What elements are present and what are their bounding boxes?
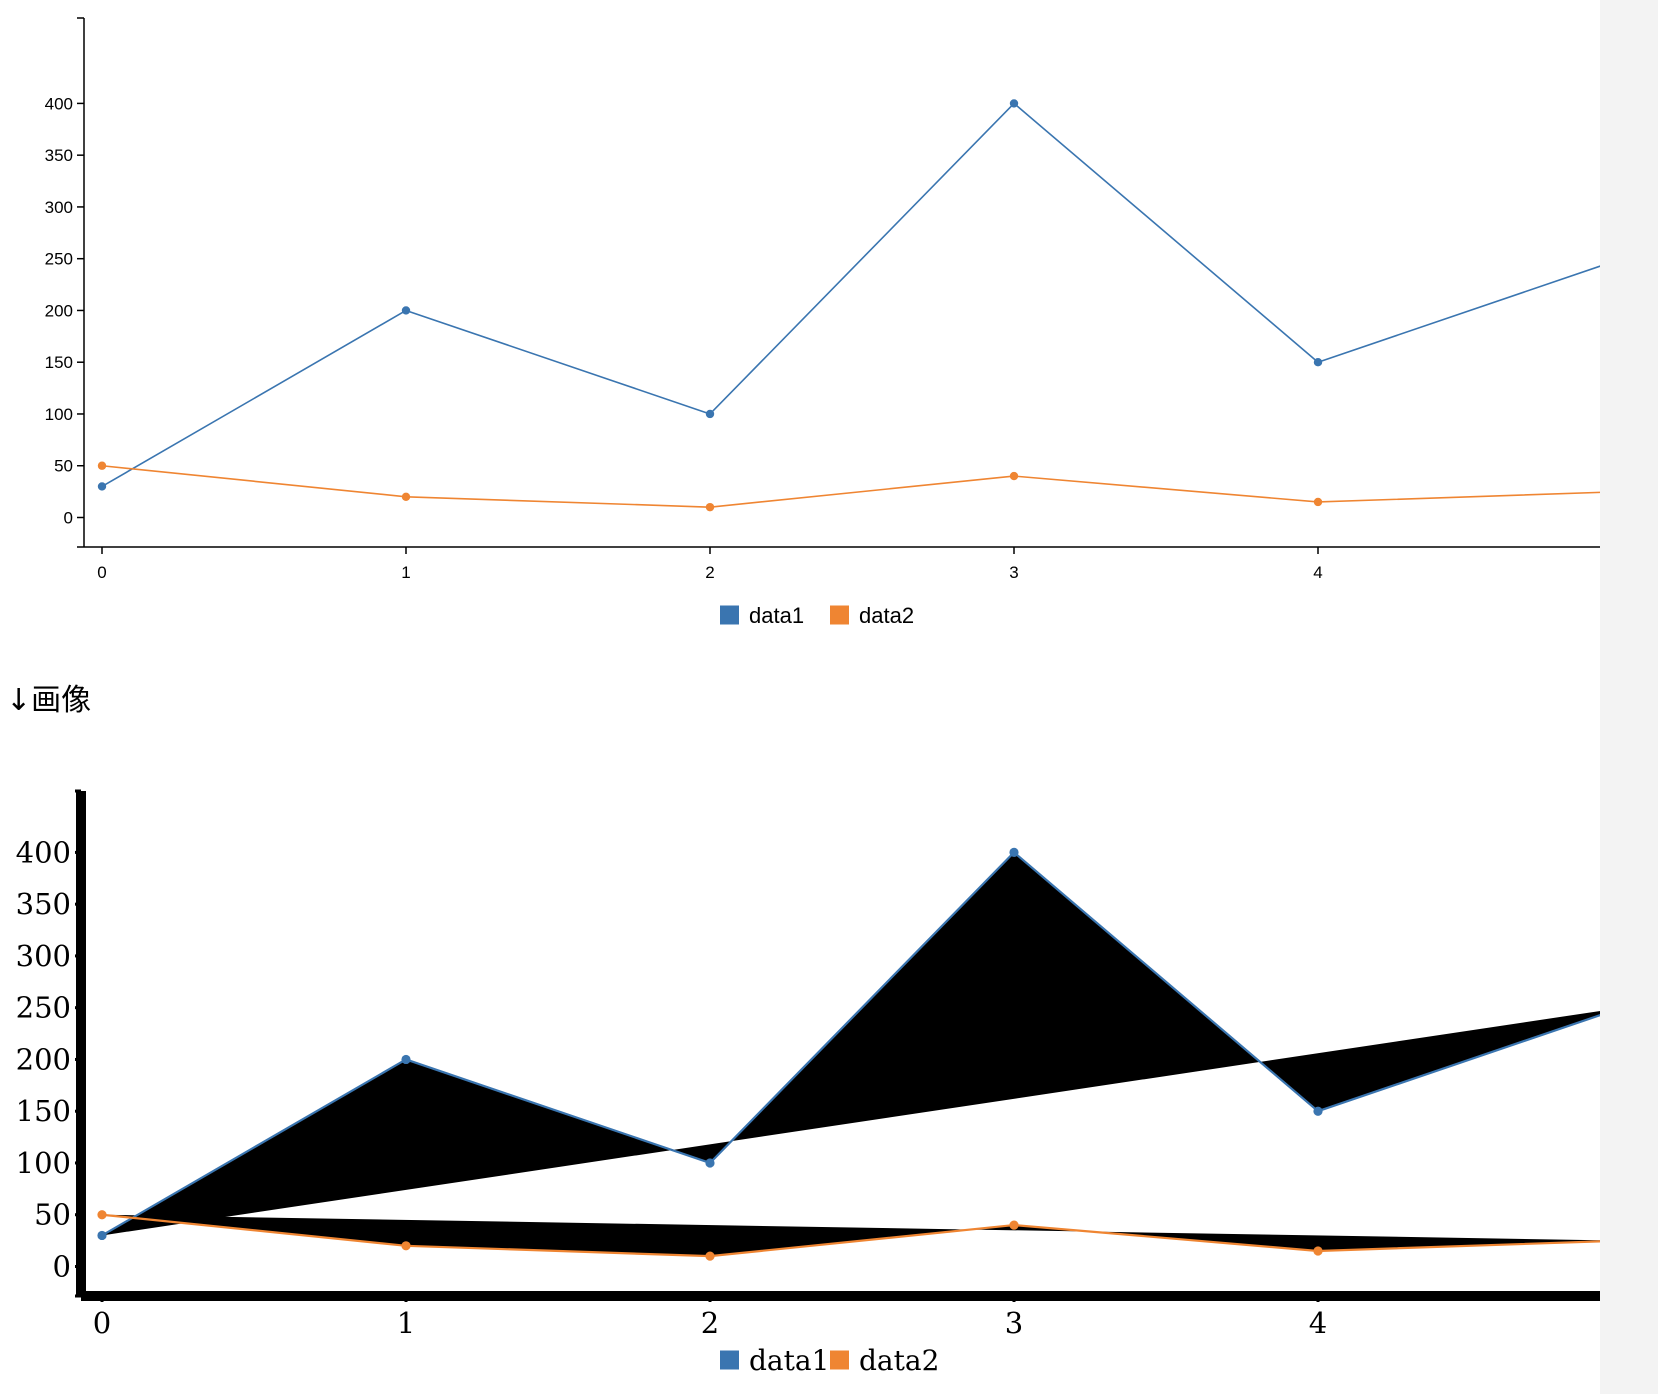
x-tick-label: 0 xyxy=(97,563,106,582)
area-chart-bottom: 050100150200250300350400012345data1data2 xyxy=(16,789,1634,1377)
point-data2-1 xyxy=(401,1241,411,1251)
x-tick-label: 4 xyxy=(1309,1306,1327,1340)
point-data1-4 xyxy=(1313,1106,1323,1116)
x-tick-label: 4 xyxy=(1313,563,1322,582)
legend-label-data1: data1 xyxy=(749,603,804,628)
y-tick-label: 100 xyxy=(16,1146,71,1180)
y-tick-label: 300 xyxy=(16,939,71,973)
y-tick-label: 250 xyxy=(16,991,71,1025)
y-tick-label: 150 xyxy=(45,353,73,372)
y-tick-label: 400 xyxy=(16,835,71,869)
y-tick-label: 150 xyxy=(16,1094,71,1128)
point-data1-1 xyxy=(401,1054,411,1065)
y-tick-label: 350 xyxy=(45,146,73,165)
point-data2-0 xyxy=(97,1210,107,1220)
point-data2-1 xyxy=(401,492,411,501)
x-tick-label: 1 xyxy=(397,1306,415,1340)
point-data1-0 xyxy=(97,482,107,491)
legend-label-data1: data1 xyxy=(749,1344,829,1377)
point-data1-1 xyxy=(401,306,411,315)
legend-swatch-data2 xyxy=(830,1350,849,1370)
y-tick-label: 300 xyxy=(45,198,73,217)
point-data2-3 xyxy=(1009,1220,1019,1230)
y-tick-label: 0 xyxy=(53,1249,71,1283)
image-caption: ↓画像 xyxy=(6,683,92,718)
line-chart-top: 050100150200250300350400012345data1data2 xyxy=(45,17,1633,628)
legend-swatch-data1 xyxy=(720,1350,739,1370)
point-data2-0 xyxy=(97,461,107,470)
legend-label-data2: data2 xyxy=(859,603,914,628)
y-tick-label: 350 xyxy=(16,887,71,921)
y-tick-label: 200 xyxy=(16,1042,71,1076)
legend-label-data2: data2 xyxy=(859,1344,939,1377)
y-tick-label: 50 xyxy=(54,457,73,476)
x-tick-label: 2 xyxy=(705,563,714,582)
point-data2-3 xyxy=(1009,471,1019,481)
y-tick-label: 0 xyxy=(64,508,73,527)
series-line-data1 xyxy=(101,102,1623,488)
y-tick-label: 250 xyxy=(45,250,73,269)
x-tick-label: 2 xyxy=(701,1306,719,1340)
series-fill-data2 xyxy=(102,1214,1622,1257)
point-data1-0 xyxy=(97,1230,107,1241)
series-line-data1 xyxy=(101,851,1623,1237)
point-data1-3 xyxy=(1009,847,1019,858)
x-tick-label: 3 xyxy=(1009,563,1018,582)
x-tick-label: 1 xyxy=(401,563,410,582)
series-line-data2 xyxy=(101,464,1623,508)
legend: data1 data2 xyxy=(720,1344,939,1377)
right-margin-strip xyxy=(1600,0,1658,1394)
point-data1-4 xyxy=(1313,358,1323,367)
y-tick-label: 200 xyxy=(45,301,73,320)
point-data2-4 xyxy=(1313,1246,1323,1256)
series-line-data2 xyxy=(101,1213,1623,1258)
legend-swatch-data1 xyxy=(720,605,739,625)
point-data2-2 xyxy=(705,502,715,512)
x-tick-label: 0 xyxy=(93,1306,111,1340)
y-tick-label: 50 xyxy=(34,1198,71,1232)
series-fill-data1 xyxy=(102,852,1622,1236)
y-tick-label: 100 xyxy=(45,405,73,424)
x-tick-label: 3 xyxy=(1005,1306,1023,1340)
point-data2-4 xyxy=(1313,497,1323,507)
point-data2-2 xyxy=(705,1251,715,1261)
y-tick-label: 400 xyxy=(45,94,73,113)
legend-swatch-data2 xyxy=(830,605,849,625)
point-data1-2 xyxy=(705,1158,715,1168)
legend: data1 data2 xyxy=(720,603,914,628)
point-data1-3 xyxy=(1009,99,1019,108)
point-data1-2 xyxy=(705,409,715,419)
